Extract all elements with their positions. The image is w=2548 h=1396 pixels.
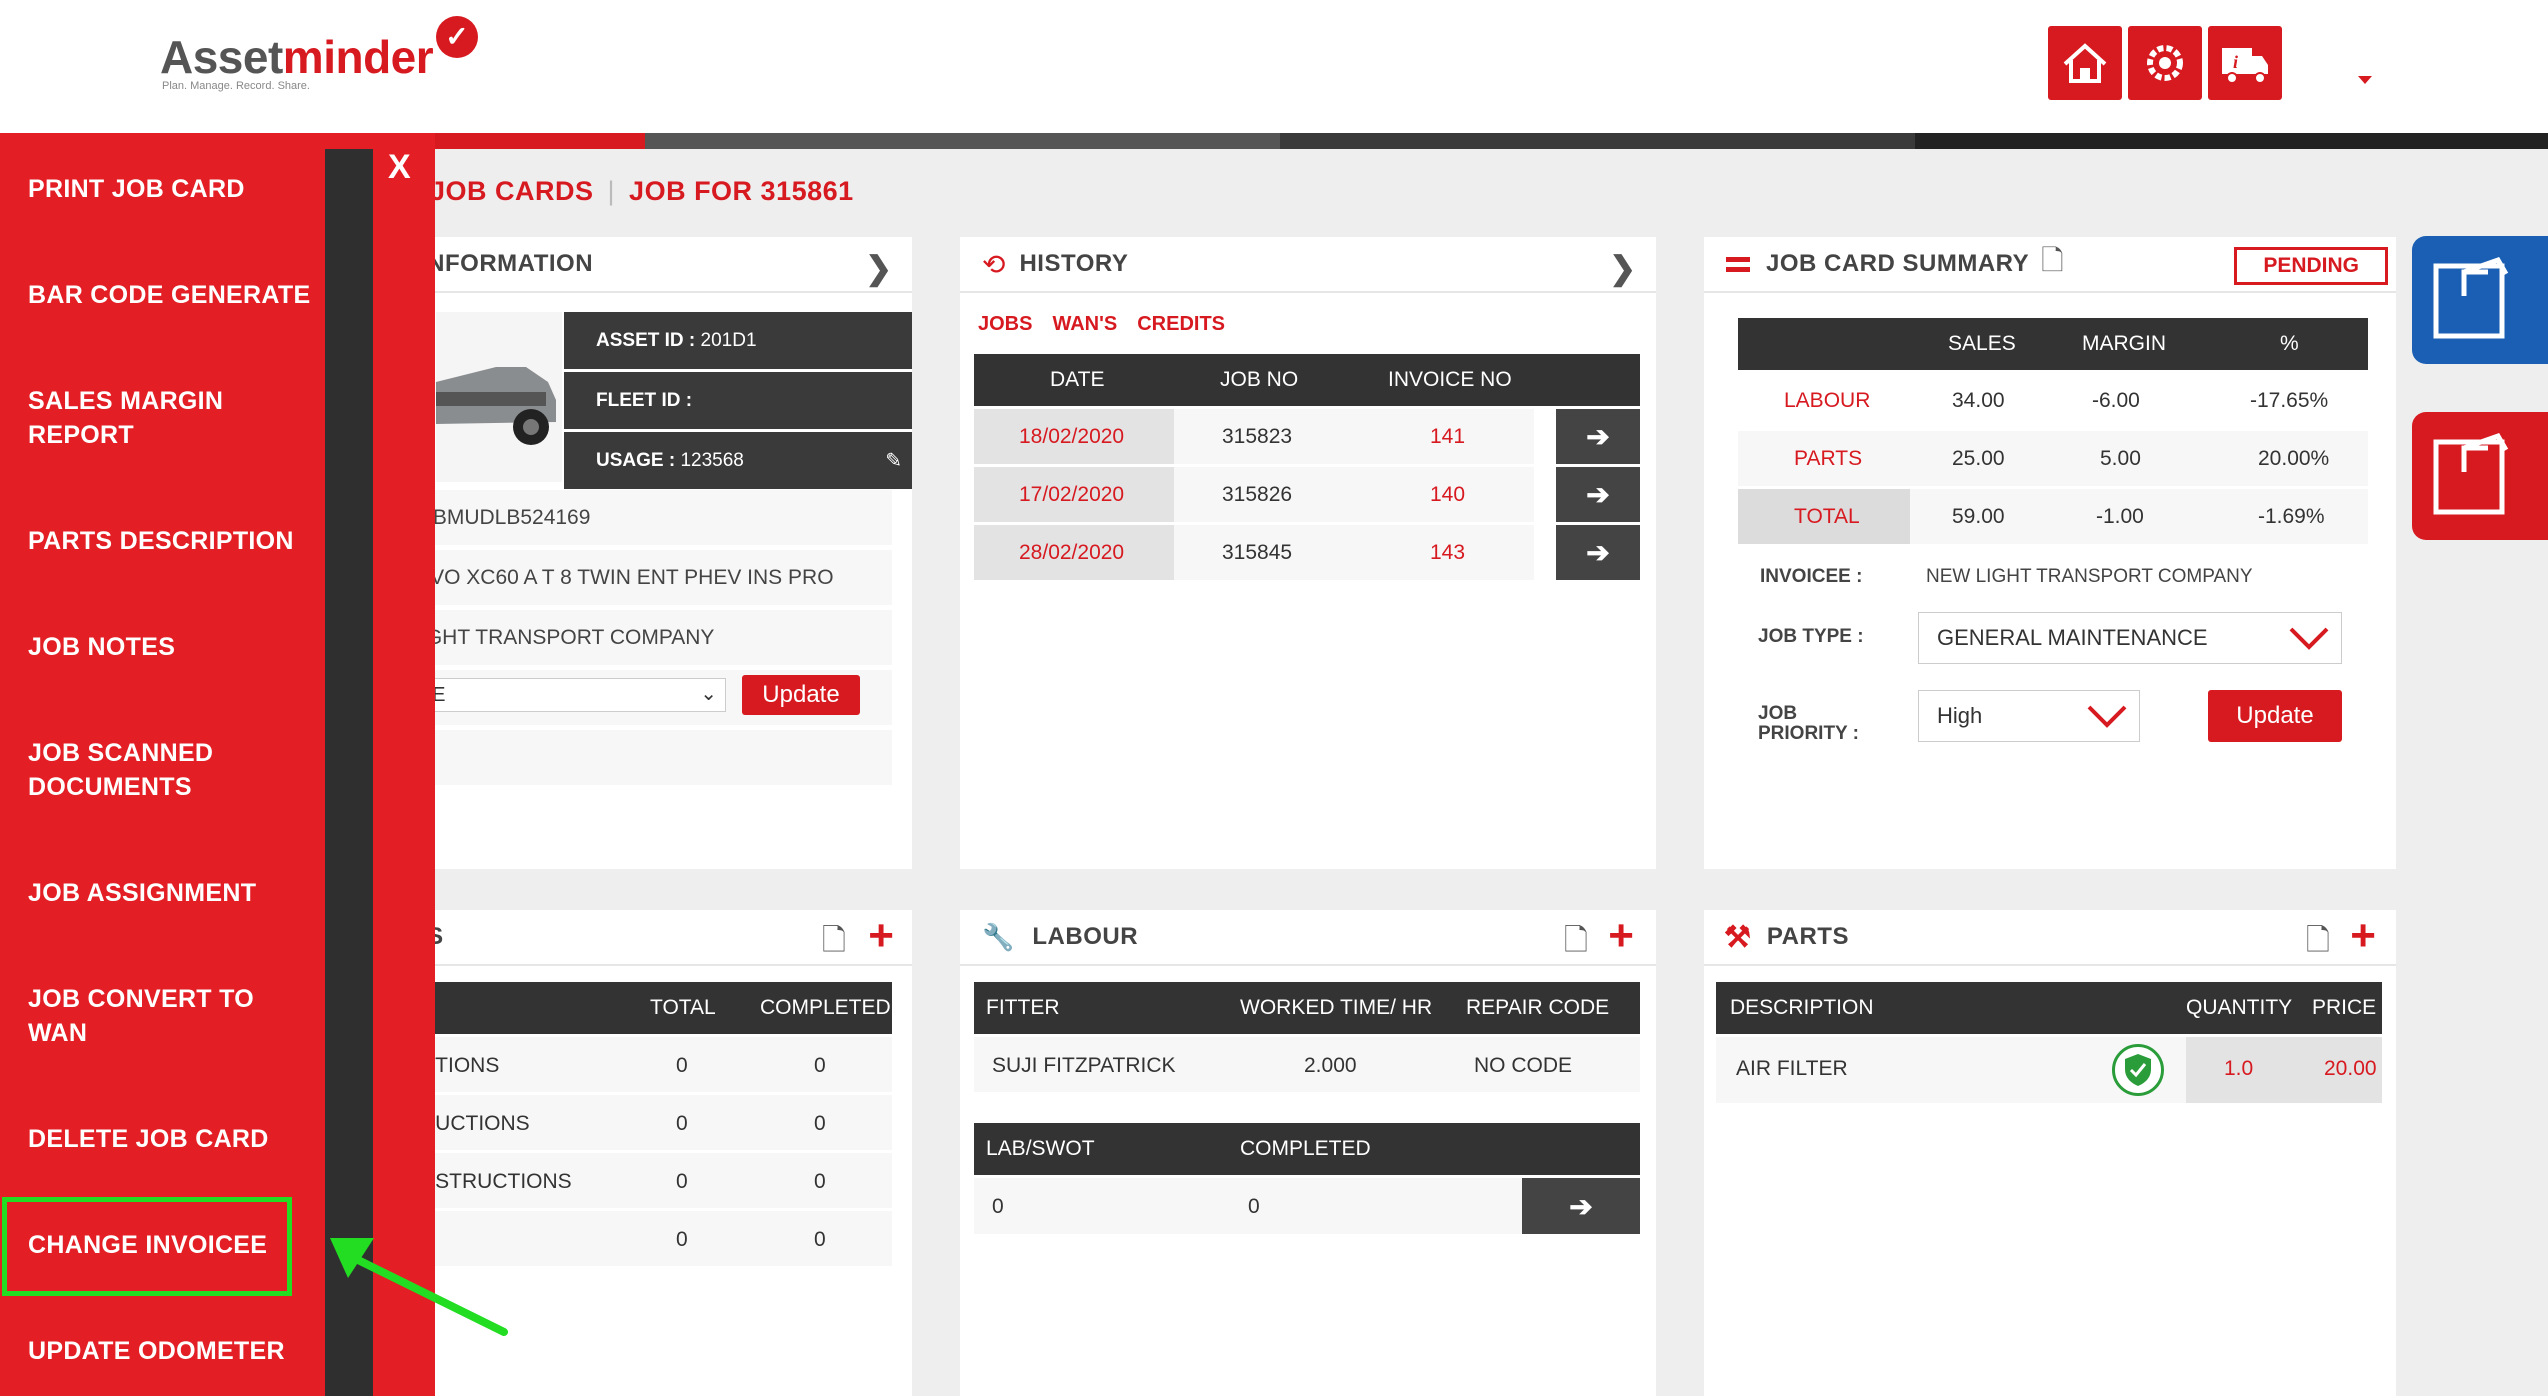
shield-check-icon [2112, 1044, 2164, 1096]
model-row: LVO XC60 A T 8 TWIN ENT PHEV INS PRO [420, 550, 892, 605]
menu-sales-margin-report[interactable]: SALES MARGIN REPORT [5, 361, 325, 475]
history-panel: ⟲ HISTORY ❯ JOBS WAN'S CREDITS DATE JOB … [960, 237, 1656, 869]
table-row[interactable]: SUJI FITZPATRICK 2.000 NO CODE [974, 1037, 1640, 1092]
close-menu-button[interactable]: X [388, 148, 411, 186]
menu-change-invoicee[interactable]: CHANGE INVOICEE [5, 1205, 325, 1285]
tab-wans[interactable]: WAN'S [1052, 313, 1118, 335]
tab-jobs[interactable]: JOBS [978, 313, 1033, 335]
user-menu-caret-icon[interactable] [2358, 76, 2372, 84]
menu-delete-job-card[interactable]: DELETE JOB CARD [5, 1099, 325, 1179]
vehicle-info-button[interactable]: i [2208, 26, 2282, 100]
document-search-icon[interactable]: 🗋 [2041, 245, 2064, 276]
menu-print-job-card[interactable]: PRINT JOB CARD [5, 149, 325, 229]
summary-row: LABOUR 34.00 -6.00 -17.65% [1738, 373, 2368, 428]
tab-credits[interactable]: CREDITS [1137, 313, 1226, 335]
chevron-down-icon: ⌄ [700, 683, 717, 705]
labour-panel: 🔧 LABOUR 🗋 + FITTER WORKED TIME/ HR REPA… [960, 910, 1656, 1396]
truck-info-icon: i [2222, 48, 2268, 84]
svg-text:i: i [2233, 52, 2238, 72]
job-priority-select[interactable]: High [1918, 690, 2140, 742]
information-panel: INFORMATION ❯ ASSET ID : 201D1 FLEET ID … [420, 237, 912, 869]
home-button[interactable] [2048, 26, 2122, 100]
home-icon [2063, 43, 2107, 83]
history-row[interactable]: 28/02/2020 315845 143 ➔ [974, 525, 1640, 580]
summary-row: PARTS 25.00 5.00 20.00% [1738, 431, 2368, 486]
asset-id-value: 201D1 [700, 329, 757, 351]
history-row[interactable]: 18/02/2020 315823 141 ➔ [974, 409, 1640, 464]
breadcrumb-job-cards[interactable]: JOB CARDS [430, 176, 594, 206]
history-icon: ⟲ [982, 248, 1006, 280]
document-export-icon [2433, 256, 2509, 339]
add-instruction-icon[interactable]: + [868, 911, 894, 960]
menu-job-assignment[interactable]: JOB ASSIGNMENT [5, 853, 325, 933]
open-swot-arrow-icon[interactable]: ➔ [1522, 1178, 1640, 1234]
job-type-select[interactable]: GENERAL MAINTENANCE [1918, 612, 2342, 664]
menu-parts-description[interactable]: PARTS DESCRIPTION [5, 501, 325, 581]
table-row[interactable]: 0 0 ➔ [974, 1178, 1640, 1234]
vin-row: ZBMUDLB524169 [420, 490, 892, 545]
chevron-down-icon [2289, 627, 2329, 650]
highlight-annotation [2, 1197, 292, 1296]
usage-value: 123568 [680, 449, 744, 471]
app-header: Assetminder Plan. Manage. Record. Share.… [0, 0, 2548, 133]
green-arrow-annotation [330, 1238, 508, 1336]
table-row[interactable]: 0 0 [420, 1211, 892, 1266]
job-card-summary-panel: JOB CARD SUMMARY 🗋 PENDING SALES MARGIN … [1704, 237, 2396, 869]
table-row[interactable]: NSTRUCTIONS 0 0 [420, 1153, 892, 1208]
parts-panel: ⚒ PARTS 🗋 + DESCRIPTION QUANTITY PRICE A… [1704, 910, 2396, 1396]
side-menu-scrollbar[interactable] [325, 149, 373, 1396]
summary-header-row: SALES MARGIN % [1738, 318, 2368, 370]
menu-bar-code-generate[interactable]: BAR CODE GENERATE [5, 255, 325, 335]
breadcrumb-current-job: JOB FOR 315861 [629, 176, 854, 206]
edit-usage-icon[interactable]: ✎ [885, 450, 902, 472]
table-row[interactable]: RUCTIONS 0 0 [420, 1095, 892, 1150]
status-badge: PENDING [2234, 247, 2388, 285]
add-labour-icon[interactable]: + [1608, 911, 1634, 960]
red-side-tab[interactable] [2412, 412, 2548, 540]
instructions-panel: IS 🗋 + TOTAL COMPLETED CTIONS 0 0 RUCTIO… [420, 910, 912, 1396]
document-search-icon[interactable]: 🗋 [1563, 924, 1588, 957]
document-search-icon[interactable]: 🗋 [2305, 924, 2330, 957]
blue-side-tab[interactable] [2412, 236, 2548, 364]
tools-icon: ⚒ [1724, 920, 1751, 954]
menu-job-scanned-documents[interactable]: JOB SCANNED DOCUMENTS [5, 713, 325, 827]
summary-row: TOTAL 59.00 -1.00 -1.69% [1738, 489, 2368, 544]
open-job-arrow-icon[interactable]: ➔ [1556, 467, 1640, 522]
history-row[interactable]: 17/02/2020 315826 140 ➔ [974, 467, 1640, 522]
chevron-down-icon [2087, 705, 2127, 728]
wrench-icon: 🔧 [982, 921, 1015, 952]
add-part-icon[interactable]: + [2350, 911, 2376, 960]
menu-update-odometer[interactable]: UPDATE ODOMETER [5, 1311, 325, 1391]
invoicee-value: NEW LIGHT TRANSPORT COMPANY [1926, 566, 2253, 587]
history-header-row: DATE JOB NO INVOICE NO [974, 354, 1640, 406]
document-search-icon[interactable]: 🗋 [821, 924, 846, 957]
settings-icon [2147, 45, 2183, 81]
settings-button[interactable] [2128, 26, 2202, 100]
breadcrumb: JOB CARDS | JOB FOR 315861 [430, 176, 854, 206]
assetminder-logo[interactable]: Assetminder Plan. Manage. Record. Share.… [160, 16, 478, 92]
update-button[interactable]: Update [742, 675, 860, 715]
vehicle-image [436, 312, 562, 482]
table-row[interactable]: AIR FILTER 1.0 20.00 [1716, 1037, 2382, 1103]
open-job-arrow-icon[interactable]: ➔ [1556, 525, 1640, 580]
open-job-arrow-icon[interactable]: ➔ [1556, 409, 1640, 464]
summary-list-icon [1726, 256, 1750, 272]
chevron-right-icon[interactable]: ❯ [1609, 250, 1636, 286]
table-row[interactable]: CTIONS 0 0 [420, 1037, 892, 1092]
menu-job-notes[interactable]: JOB NOTES [5, 607, 325, 687]
status-select[interactable]: LE ⌄ [420, 678, 726, 712]
update-priority-button[interactable]: Update [2208, 690, 2342, 742]
chevron-right-icon[interactable]: ❯ [865, 250, 892, 286]
logo-check-icon: ✓ [436, 16, 478, 58]
menu-job-convert-to-wan[interactable]: JOB CONVERT TO WAN [5, 959, 325, 1073]
company-row: IGHT TRANSPORT COMPANY [420, 610, 892, 665]
document-export-icon [2433, 432, 2509, 515]
